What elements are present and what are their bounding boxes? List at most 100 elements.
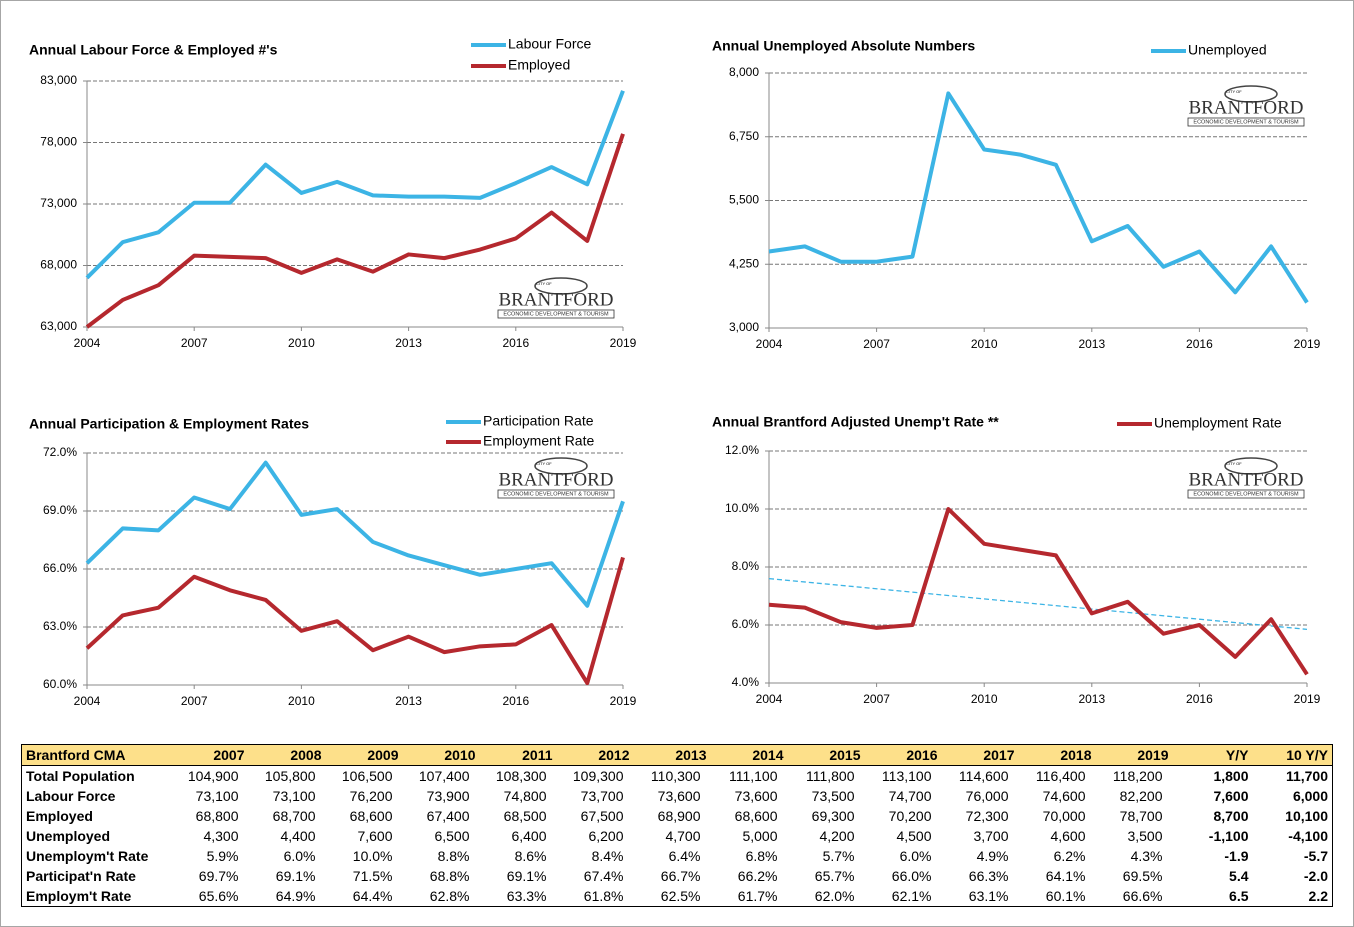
header-cell: Y/Y	[1172, 744, 1253, 766]
y-tick-label: 69.0%	[43, 503, 77, 517]
y-tick-label: 4,250	[729, 256, 759, 270]
table-cell: 70,200	[888, 808, 932, 824]
table-cell: 62.8%	[429, 888, 470, 904]
header-cell: 2018	[1018, 744, 1096, 766]
y-tick-label: 4.0%	[732, 675, 760, 689]
table-cell: 7,600	[1213, 788, 1249, 804]
header-cell: 10 Y/Y	[1252, 744, 1333, 766]
y-tick-label: 8.0%	[732, 559, 760, 573]
table-cell: 74,800	[503, 788, 547, 804]
table-cell: 69.5%	[1122, 868, 1163, 884]
x-tick-label: 2004	[74, 336, 101, 350]
table-cell: 67,500	[580, 808, 624, 824]
series-line	[768, 91, 1309, 304]
logo-small: CITY OF	[1226, 461, 1242, 466]
table-cell: -1.9	[1224, 848, 1249, 864]
y-tick-label: 63.0%	[43, 619, 77, 633]
row-label: Employm't Rate	[26, 888, 132, 904]
table-cell: 8.6%	[514, 848, 547, 864]
table-cell: 68,800	[195, 808, 239, 824]
logo-tagline: ECONOMIC DEVELOPMENT & TOURISM	[1193, 491, 1299, 497]
legend-label: Participation Rate	[483, 413, 594, 429]
y-tick-label: 66.0%	[43, 561, 77, 575]
header-cell: 2017	[941, 744, 1019, 766]
header-cell: 2011	[479, 744, 557, 766]
table-cell: 5.9%	[206, 848, 239, 864]
table-cell: -4,100	[1288, 828, 1328, 844]
row-label: Employed	[26, 808, 93, 824]
x-tick-label: 2019	[610, 336, 637, 350]
y-tick-label: 5,500	[729, 193, 759, 207]
table-cell: 61.7%	[737, 888, 778, 904]
table-cell: 73,600	[734, 788, 778, 804]
row-label: Participat'n Rate	[26, 868, 136, 884]
table-row: Total Population 104,900 105,800 106,500 107…	[22, 766, 1333, 787]
table-cell: 6,500	[434, 828, 470, 844]
table-cell: 4,400	[280, 828, 316, 844]
table-cell: 68,700	[272, 808, 316, 824]
table-cell: 68,900	[657, 808, 701, 824]
x-tick-label: 2016	[1186, 337, 1213, 351]
table-cell: 108,300	[495, 768, 547, 784]
x-tick-label: 2007	[181, 694, 208, 708]
x-tick-label: 2016	[1186, 692, 1213, 706]
table-cell: 73,100	[195, 788, 239, 804]
logo-swoosh	[1224, 85, 1278, 103]
table-cell: 4.3%	[1130, 848, 1163, 864]
table-cell: 68,600	[734, 808, 778, 824]
legend-label: Employment Rate	[483, 433, 594, 449]
table-cell: 73,700	[580, 788, 624, 804]
table-cell: 10,100	[1285, 808, 1328, 824]
table-cell: 8,700	[1213, 808, 1249, 824]
table-cell: 65.7%	[814, 868, 855, 884]
table-cell: 107,400	[418, 768, 470, 784]
logo-bar	[497, 309, 615, 319]
logo-name: BRANTFORD	[1188, 469, 1303, 490]
x-tick-label: 2019	[610, 694, 637, 708]
table-cell: 62.1%	[891, 888, 932, 904]
table-cell: 68,500	[503, 808, 547, 824]
table-row: Employm't Rate 65.6% 64.9% 64.4% 62.8% 63.3% 6…	[22, 886, 1333, 907]
x-tick-label: 2010	[971, 692, 998, 706]
table-cell: 8.4%	[591, 848, 624, 864]
x-tick-label: 2013	[1078, 337, 1105, 351]
header-cell: 2012	[556, 744, 634, 766]
row-label: Unemploym't Rate	[26, 848, 149, 864]
table-cell: 67,400	[426, 808, 470, 824]
logo-bar	[1187, 489, 1305, 499]
table-cell: 66.3%	[968, 868, 1009, 884]
table-cell: 110,300	[650, 768, 701, 784]
table-cell: 70,000	[1042, 808, 1086, 824]
table-cell: 64.1%	[1045, 868, 1086, 884]
table-cell: 72,300	[965, 808, 1009, 824]
table-cell: 4,300	[203, 828, 239, 844]
y-tick-label: 73,000	[40, 196, 77, 210]
y-tick-label: 60.0%	[43, 677, 77, 691]
series-line	[85, 90, 625, 280]
x-tick-label: 2010	[288, 694, 315, 708]
table-cell: 69.1%	[506, 868, 547, 884]
x-tick-label: 2004	[756, 337, 783, 351]
table-cell: -1,100	[1208, 828, 1249, 844]
table-cell: 6.0%	[283, 848, 316, 864]
table-cell: 74,700	[888, 788, 932, 804]
table-cell: 7,600	[357, 828, 393, 844]
series-line	[85, 556, 625, 686]
y-tick-label: 8,000	[729, 65, 759, 79]
logo-swoosh	[534, 457, 588, 475]
table-cell: 105,800	[264, 768, 316, 784]
x-tick-label: 2013	[395, 336, 422, 350]
y-tick-label: 6.0%	[732, 617, 760, 631]
table-cell: 1,800	[1213, 768, 1249, 784]
table-row: Unemployed 4,300 4,400 7,600 6,500 6,400 6,200…	[22, 826, 1333, 846]
table-cell: 82,200	[1119, 788, 1163, 804]
x-tick-label: 2019	[1294, 337, 1321, 351]
table-cell: 71.5%	[352, 868, 393, 884]
table-cell: 74,600	[1042, 788, 1086, 804]
table-cell: 106,500	[341, 768, 393, 784]
y-tick-label: 10.0%	[725, 501, 759, 515]
table-cell: 69.7%	[198, 868, 239, 884]
header-cell: 2016	[864, 744, 942, 766]
table-cell: 6,200	[588, 828, 624, 844]
